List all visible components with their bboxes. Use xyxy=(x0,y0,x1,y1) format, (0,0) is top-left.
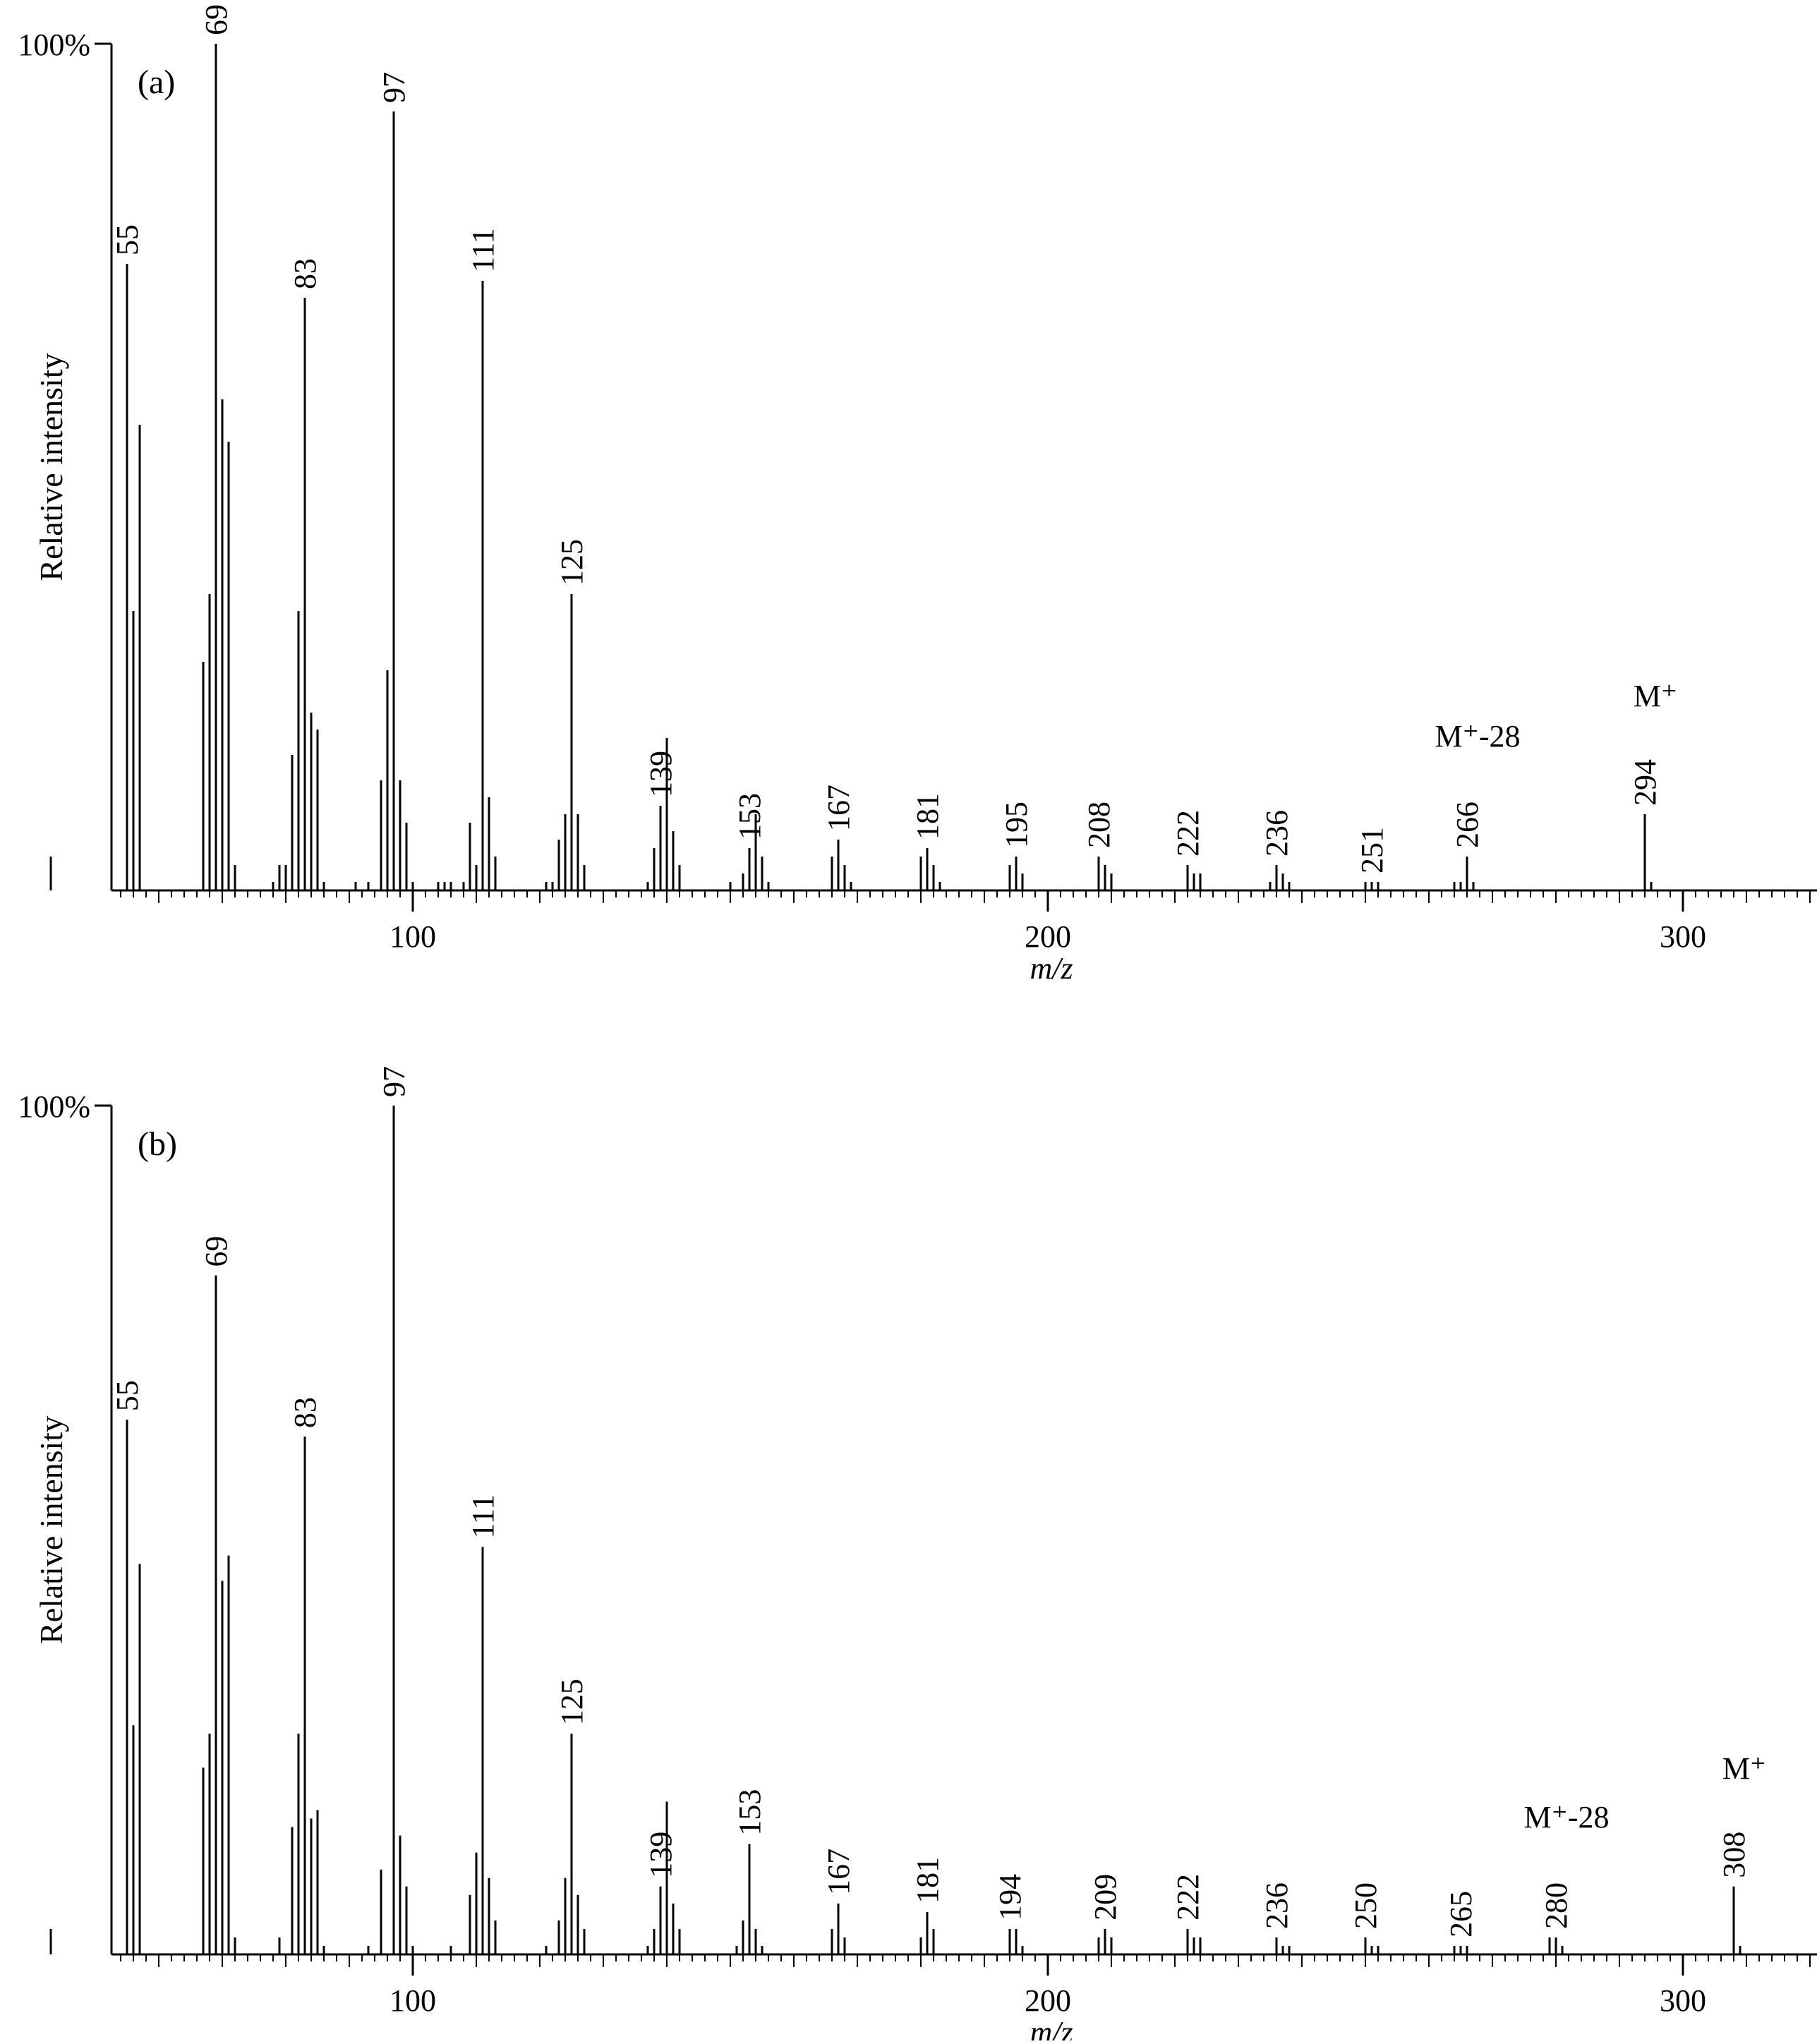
peak-label: 69 xyxy=(199,4,234,35)
y-axis-label: Relative intensity xyxy=(33,1416,69,1644)
peak-label: 55 xyxy=(110,1380,145,1411)
peak-label: 125 xyxy=(555,539,589,586)
peak-label: 181 xyxy=(910,793,945,840)
x-tick-label: 200 xyxy=(1025,919,1071,954)
x-tick-label: 300 xyxy=(1660,1983,1706,2018)
peak-label: 167 xyxy=(821,1849,856,1895)
x-tick-label: 100 xyxy=(390,919,436,954)
y-axis-label: Relative intensity xyxy=(33,353,69,581)
peak-label: 251 xyxy=(1355,827,1389,873)
peak-label: 208 xyxy=(1082,802,1116,848)
peak-label: 83 xyxy=(288,258,322,289)
peak-label: 139 xyxy=(644,751,678,797)
peak-label: 250 xyxy=(1348,1882,1383,1929)
peak-label: 55 xyxy=(110,224,145,255)
peak-label: 125 xyxy=(555,1679,589,1725)
y-max-label: 100% xyxy=(18,1089,90,1124)
peak-label: 153 xyxy=(732,1789,767,1836)
molecular-ion-label: M⁺ xyxy=(1722,1751,1766,1786)
peak-label: 222 xyxy=(1171,810,1205,857)
molecular-ion-minus-28-label: M⁺-28 xyxy=(1524,1800,1610,1834)
peak-label: 139 xyxy=(644,1832,678,1878)
peak-label: 265 xyxy=(1444,1891,1478,1937)
peak-label: 194 xyxy=(993,1874,1027,1921)
peak-label: 195 xyxy=(999,802,1034,848)
peak-label: 280 xyxy=(1539,1882,1574,1929)
x-axis-label: m/z xyxy=(1030,951,1073,986)
peak-label: 294 xyxy=(1628,759,1662,806)
peak-label: 308 xyxy=(1717,1832,1751,1878)
molecular-ion-label: M⁺ xyxy=(1634,679,1677,713)
x-tick-label: 200 xyxy=(1025,1983,1071,2018)
peak-label: 153 xyxy=(732,793,767,840)
x-tick-label: 300 xyxy=(1660,919,1706,954)
spectrum-panel-a: 100% 100 200 300 m/z Relative intensity (a) 55 6… xyxy=(18,4,1817,986)
peak-label: 266 xyxy=(1450,802,1485,848)
y-max-label: 100% xyxy=(18,28,90,62)
spectrum-panel-b: 100% 100 200 300 m/z Relative intensity (b) 55 6… xyxy=(18,1066,1817,2044)
molecular-ion-minus-28-label: M⁺-28 xyxy=(1435,719,1521,754)
peak-label: 111 xyxy=(466,228,500,272)
panel-label: (a) xyxy=(138,64,175,101)
peak-label: 236 xyxy=(1260,810,1294,857)
x-tick-label: 100 xyxy=(390,1983,436,2018)
peak-label: 83 xyxy=(288,1397,322,1428)
x-axis-label: m/z xyxy=(1030,2015,1073,2040)
peak-label: 111 xyxy=(466,1494,500,1539)
peak-label: 236 xyxy=(1260,1882,1294,1929)
peak-label: 97 xyxy=(377,1066,411,1097)
peak-label: 167 xyxy=(821,785,856,831)
peak-label: 181 xyxy=(910,1857,945,1904)
panel-label: (b) xyxy=(138,1125,177,1163)
peak-label: 97 xyxy=(377,72,411,103)
peak-label: 222 xyxy=(1171,1874,1205,1921)
peak-label: 69 xyxy=(199,1236,234,1267)
peak-label: 209 xyxy=(1088,1874,1123,1921)
